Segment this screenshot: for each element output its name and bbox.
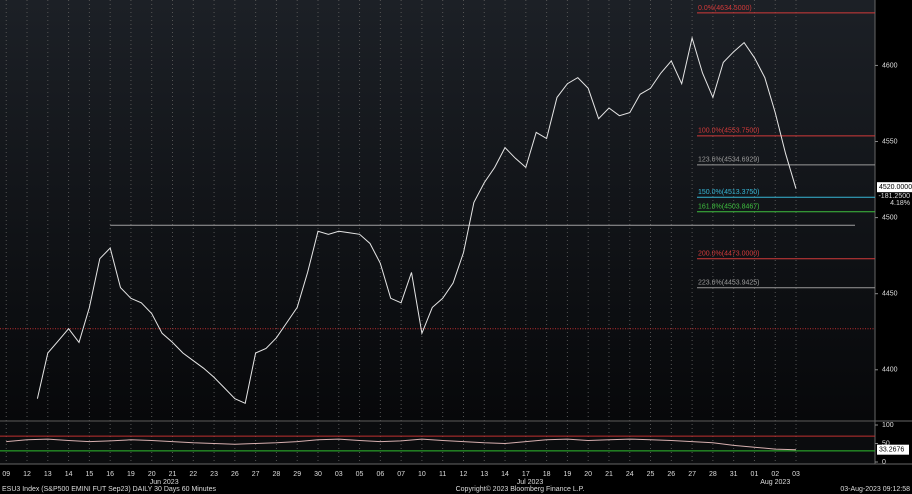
x-tick-label: 22 (189, 471, 197, 478)
fib-level-label: 100.0%(4553.7500) (698, 128, 760, 135)
x-tick-label: 30 (314, 471, 322, 478)
x-tick-label: 20 (148, 471, 156, 478)
x-tick-label: 27 (688, 471, 696, 478)
change-pct-label: 4.18% (890, 200, 910, 207)
x-tick-label: 09 (2, 471, 10, 478)
x-tick-label: 12 (460, 471, 468, 478)
footer-right: 03-Aug-2023 09:12:58 (840, 486, 910, 493)
month-label: Aug 2023 (760, 479, 790, 486)
fib-level-label: 123.6%(4534.6929) (698, 157, 760, 164)
change-label: -181.2500 (878, 193, 910, 200)
y-tick-label: 4600 (882, 62, 898, 69)
rsi-last-label: 33.2676 (879, 447, 904, 454)
x-tick-label: 17 (522, 471, 530, 478)
y-tick-label: 4400 (882, 367, 898, 374)
rsi-tick-label: 50 (882, 440, 890, 447)
x-tick-label: 03 (335, 471, 343, 478)
plot-background (0, 0, 875, 420)
x-tick-label: 14 (65, 471, 73, 478)
price-line (36, 36, 797, 405)
month-label: Jun 2023 (150, 479, 179, 486)
x-tick-label: 31 (730, 471, 738, 478)
x-tick-label: 19 (564, 471, 572, 478)
x-tick-label: 19 (127, 471, 135, 478)
x-tick-label: 29 (293, 471, 301, 478)
rsi-tick-label: 100 (882, 422, 894, 429)
month-label: Jul 2023 (517, 479, 544, 486)
x-tick-label: 28 (273, 471, 281, 478)
y-tick-label: 4550 (882, 138, 898, 145)
x-tick-label: 21 (605, 471, 613, 478)
rsi-line (6, 438, 797, 451)
x-tick-label: 27 (252, 471, 260, 478)
x-tick-label: 23 (210, 471, 218, 478)
y-tick-label: 4450 (882, 291, 898, 298)
x-tick-label: 14 (501, 471, 509, 478)
x-tick-label: 25 (647, 471, 655, 478)
rsi-tick-label: 0 (882, 459, 886, 466)
x-tick-label: 13 (480, 471, 488, 478)
x-tick-label: 13 (44, 471, 52, 478)
x-tick-label: 16 (106, 471, 114, 478)
last-price-box (877, 182, 912, 193)
fib-level-label: 161.8%(4503.8467) (698, 204, 760, 211)
x-tick-label: 11 (439, 471, 446, 478)
x-tick-label: 03 (792, 471, 800, 478)
fib-level-label: 223.6%(4453.9425) (698, 280, 760, 287)
x-tick-label: 18 (543, 471, 551, 478)
x-tick-label: 06 (376, 471, 384, 478)
fib-level-label: 0.0%(4634.5000) (698, 5, 752, 12)
footer-center: Copyright© 2023 Bloomberg Finance L.P. (456, 485, 585, 493)
rsi-last-box (877, 444, 909, 455)
x-tick-label: 20 (584, 471, 592, 478)
x-tick-label: 15 (85, 471, 93, 478)
fib-level-label: 200.0%(4473.0000) (698, 251, 760, 258)
x-tick-label: 24 (626, 471, 634, 478)
fib-level-label: 150.0%(4513.3750) (698, 189, 760, 196)
last-price-label: 4520.0000 (879, 184, 912, 191)
x-tick-label: 10 (418, 471, 426, 478)
footer-left: ESU3 Index (S&P500 EMINI FUT Sep23) DAIL… (2, 486, 216, 493)
x-tick-label: 05 (356, 471, 364, 478)
x-tick-label: 21 (169, 471, 177, 478)
x-tick-label: 26 (231, 471, 239, 478)
x-tick-label: 28 (709, 471, 717, 478)
y-tick-label: 4500 (882, 214, 898, 221)
x-tick-label: 26 (667, 471, 675, 478)
x-tick-label: 07 (397, 471, 405, 478)
x-tick-label: 02 (771, 471, 779, 478)
x-tick-label: 12 (23, 471, 31, 478)
x-tick-label: 01 (751, 471, 759, 478)
rsi-background (0, 422, 875, 464)
